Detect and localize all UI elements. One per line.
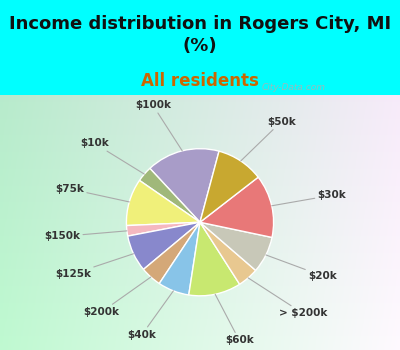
Wedge shape — [128, 222, 200, 270]
Text: $20k: $20k — [266, 255, 337, 281]
Text: $60k: $60k — [215, 294, 254, 345]
Wedge shape — [200, 151, 258, 222]
Text: $150k: $150k — [44, 231, 127, 241]
Wedge shape — [200, 222, 256, 284]
Text: $40k: $40k — [128, 291, 173, 340]
Wedge shape — [200, 177, 274, 237]
Text: $125k: $125k — [55, 254, 134, 279]
Text: $30k: $30k — [272, 190, 346, 206]
Wedge shape — [159, 222, 200, 295]
Wedge shape — [200, 222, 272, 271]
Wedge shape — [140, 168, 200, 222]
Wedge shape — [126, 180, 200, 225]
Text: All residents: All residents — [141, 72, 259, 90]
Text: $75k: $75k — [55, 184, 129, 202]
Wedge shape — [126, 222, 200, 236]
Text: $200k: $200k — [84, 277, 151, 317]
Text: $50k: $50k — [241, 117, 296, 161]
Wedge shape — [144, 222, 200, 284]
Text: > $200k: > $200k — [248, 278, 327, 318]
Text: City-Data.com: City-Data.com — [261, 83, 325, 92]
Wedge shape — [150, 149, 219, 222]
Text: Income distribution in Rogers City, MI
(%): Income distribution in Rogers City, MI (… — [9, 15, 391, 55]
Text: $10k: $10k — [80, 138, 144, 174]
Wedge shape — [189, 222, 240, 296]
Text: $100k: $100k — [135, 100, 182, 151]
